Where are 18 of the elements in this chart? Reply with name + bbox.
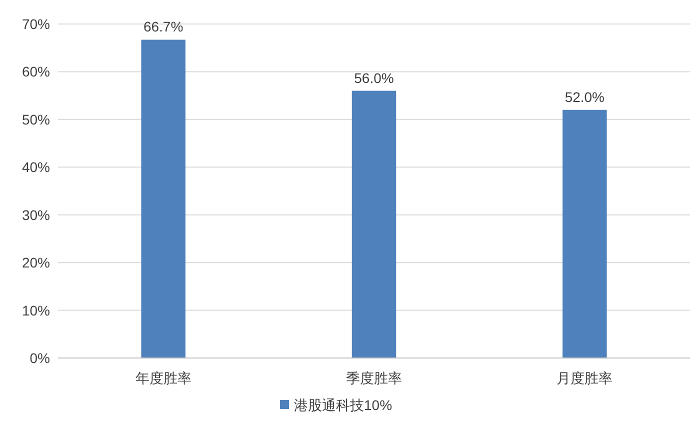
bar (562, 110, 607, 358)
y-tick-label: 70% (22, 16, 50, 32)
y-tick-label: 50% (22, 111, 50, 128)
data-label: 56.0% (354, 70, 394, 86)
y-tick-label: 40% (22, 159, 50, 176)
x-tick-label: 年度胜率 (135, 370, 192, 386)
data-label: 52.0% (564, 88, 605, 105)
y-tick-label: 20% (22, 254, 50, 271)
x-tick-label: 月度胜率 (556, 370, 613, 386)
legend-label: 港股通科技10% (294, 397, 392, 413)
y-tick-label: 10% (22, 302, 50, 318)
y-tick-label: 60% (22, 64, 50, 80)
data-label: 66.7% (143, 18, 184, 35)
bar (141, 40, 186, 358)
x-tick-label: 季度胜率 (346, 370, 402, 386)
bar (352, 90, 396, 358)
y-tick-label: 0% (30, 350, 50, 366)
y-tick-label: 30% (22, 206, 50, 223)
